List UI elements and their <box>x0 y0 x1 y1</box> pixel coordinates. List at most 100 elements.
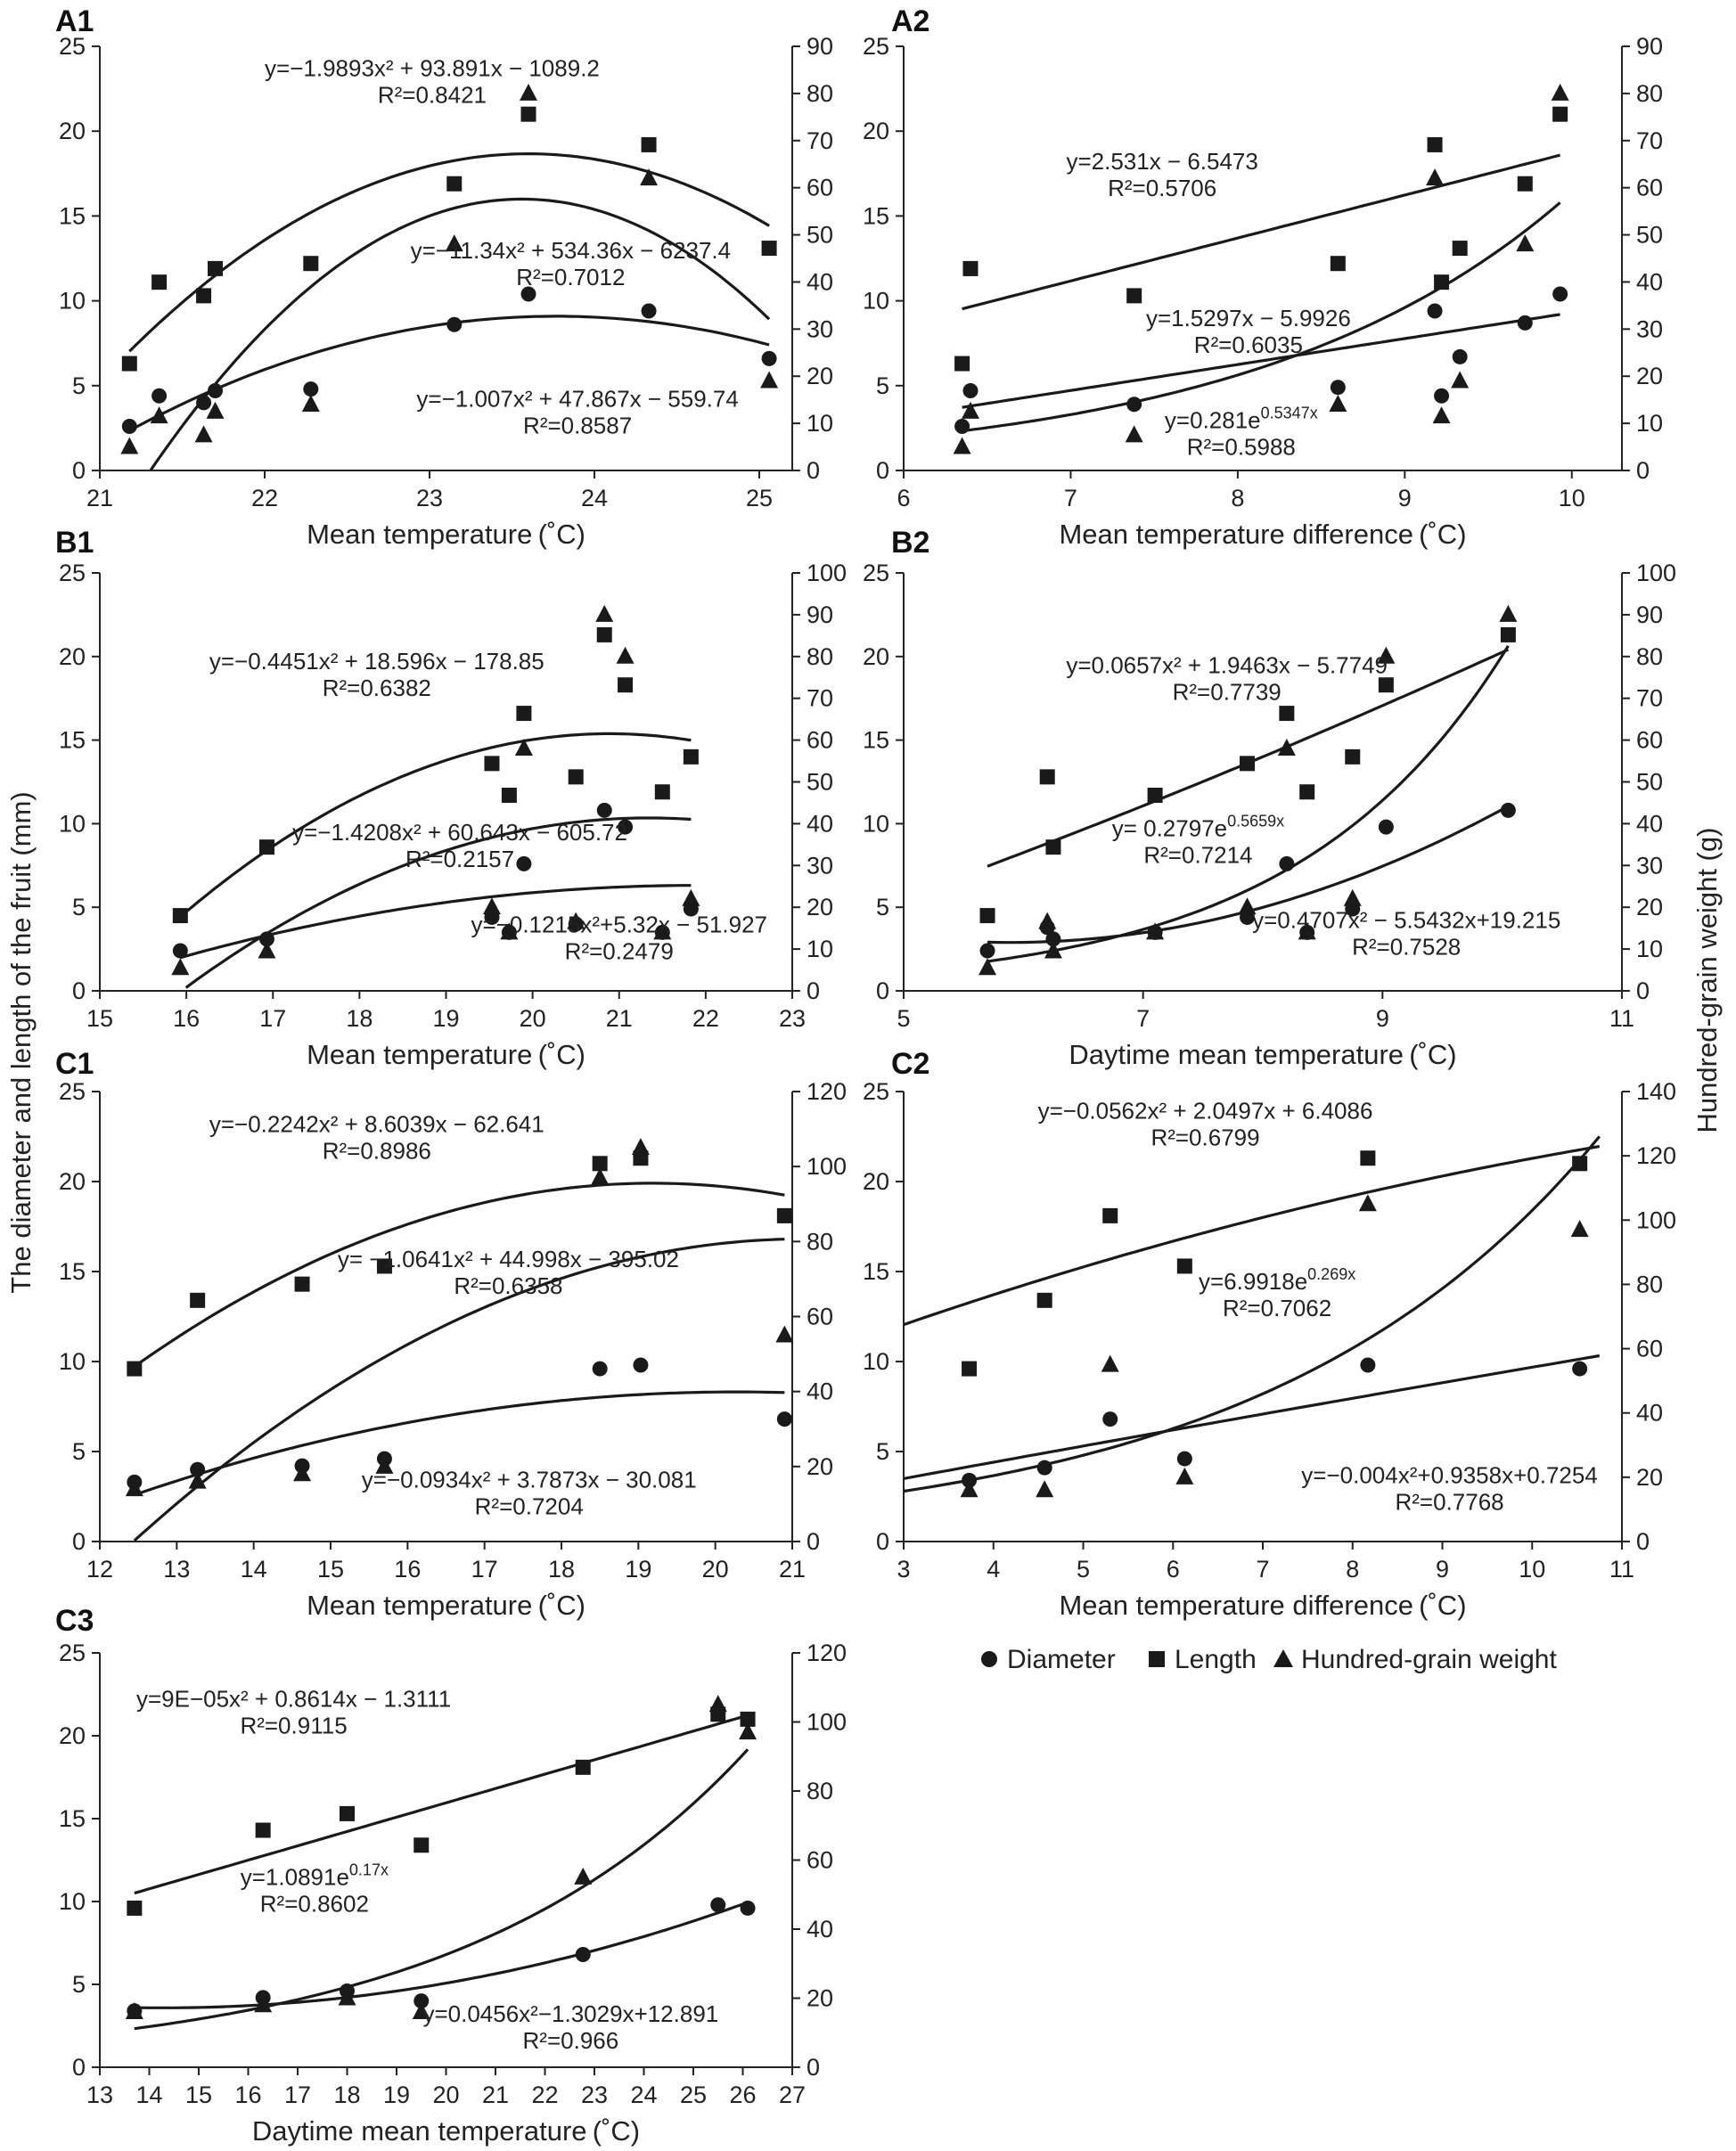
left-tick-label: 5 <box>876 1438 889 1465</box>
diameter-point <box>592 1361 608 1377</box>
diameter-point <box>1126 397 1142 413</box>
right-tick-label: 0 <box>807 457 820 484</box>
diameter-point <box>414 1993 430 2009</box>
right-tick-label: 50 <box>1636 222 1663 249</box>
diameter-point <box>190 1461 206 1477</box>
x-tick-label: 23 <box>779 1005 806 1032</box>
left-tick-label: 0 <box>876 457 889 484</box>
hundred-grain-weight-point <box>640 168 659 186</box>
length-point <box>1452 241 1468 257</box>
hundred-grain-weight-point <box>708 1695 727 1713</box>
right-tick-label: 80 <box>1636 643 1663 670</box>
x-axis-title: Mean temperature (˚C) <box>307 1590 585 1621</box>
x-tick-label: 6 <box>1167 1556 1180 1583</box>
left-tick-label: 20 <box>59 1722 86 1749</box>
length-point <box>962 260 979 276</box>
fit-curve-circle <box>134 1390 785 1497</box>
x-tick-label: 20 <box>702 1556 729 1583</box>
x-tick-label: 16 <box>173 1005 200 1032</box>
x-tick-label: 9 <box>1376 1005 1389 1032</box>
length-point <box>1240 756 1256 772</box>
right-tick-label: 0 <box>1636 977 1650 1004</box>
length-point <box>196 288 212 304</box>
hundred-grain-weight-point <box>514 738 533 756</box>
axes: 0 5 10 15 20 25 0 20 40 60 80 100 120 140 3 4 5 6 7 8 9 10 11 <box>863 1078 1676 1583</box>
x-tick-label: 9 <box>1436 1556 1449 1583</box>
hundred-grain-weight-point <box>1426 168 1445 186</box>
panel-c1: C1 0 5 10 15 20 25 0 20 40 60 80 100 120 12 13 14 15 16 17 1… <box>55 1047 847 1621</box>
hundred-grain-weight-point <box>1358 1194 1377 1212</box>
hundred-grain-weight-point <box>1175 1467 1194 1484</box>
panel-label: A1 <box>55 4 94 38</box>
diameter-point <box>151 388 168 404</box>
right-tick-label: 0 <box>807 977 820 1004</box>
panel-c2: C2 0 5 10 15 20 25 0 20 40 60 80 100 120 140 3 4 5 6 7 8 9 10 1… <box>863 1047 1676 1621</box>
hundred-grain-weight-point <box>574 1867 593 1885</box>
length-point <box>376 1258 392 1274</box>
diameter-point <box>575 1947 591 1963</box>
right-tick-label: 60 <box>807 1847 833 1874</box>
x-tick-label: 22 <box>251 485 278 511</box>
hundred-grain-weight-point <box>1551 83 1569 101</box>
length-point <box>740 1711 756 1727</box>
length-point <box>1360 1150 1376 1166</box>
right-tick-label: 0 <box>807 2054 820 2081</box>
length-point <box>294 1276 310 1292</box>
fit-r-squared: R²=0.7739 <box>1173 679 1282 706</box>
length-point <box>1045 839 1061 855</box>
fit-r-squared: R²=0.7214 <box>1143 841 1252 868</box>
hundred-grain-weight-point <box>1343 888 1362 906</box>
diameter-point <box>979 943 995 959</box>
right-tick-label: 50 <box>807 769 833 796</box>
left-tick-label: 5 <box>876 372 889 399</box>
length-point <box>121 356 137 372</box>
diameter-point <box>618 819 634 835</box>
right-tick-label: 30 <box>807 315 833 342</box>
right-tick-label: 70 <box>807 685 833 712</box>
diameter-point <box>761 350 777 366</box>
x-tick-label: 16 <box>234 2081 261 2108</box>
x-tick-label: 11 <box>1609 1556 1634 1583</box>
hundred-grain-weight-point <box>739 1722 757 1740</box>
fit-curve-circle <box>903 1354 1601 1480</box>
fit-equation: y=−1.4208x² + 60.643x − 605.72 <box>292 819 627 846</box>
right-tick-label: 10 <box>1636 936 1663 962</box>
x-tick-label: 13 <box>163 1556 190 1583</box>
length-point <box>1427 136 1443 152</box>
diameter-point <box>1036 1460 1052 1476</box>
diameter-point <box>1102 1411 1118 1427</box>
fit-r-squared: R²=0.7204 <box>475 1493 584 1519</box>
x-axis-title: Mean temperature (˚C) <box>307 519 585 550</box>
fit-r-squared: R²=0.7528 <box>1352 934 1461 961</box>
right-tick-label: 20 <box>807 363 833 389</box>
length-point <box>255 1822 271 1838</box>
hundred-grain-weight-point <box>293 1464 312 1482</box>
right-tick-label: 30 <box>1636 852 1663 879</box>
length-point <box>618 677 634 693</box>
hundred-grain-weight-point <box>171 958 190 976</box>
length-point <box>575 1759 591 1775</box>
diameter-point <box>1500 802 1516 818</box>
left-tick-label: 10 <box>59 1348 86 1375</box>
right-tick-label: 120 <box>807 1078 847 1105</box>
x-tick-label: 12 <box>86 1556 113 1583</box>
fit-r-squared: R²=0.6799 <box>1151 1124 1259 1150</box>
hundred-grain-weight-point <box>775 1325 794 1343</box>
diameter-point <box>1378 819 1394 835</box>
right-tick-label: 120 <box>1636 1142 1676 1169</box>
panel-c3: C3 0 5 10 15 20 25 0 20 40 60 80 100 120 13 14 15 16 17 18 1… <box>55 1604 847 2147</box>
hundred-grain-weight-point <box>760 371 779 388</box>
panel-label: B2 <box>891 526 929 560</box>
left-tick-label: 15 <box>863 727 889 754</box>
left-tick-label: 0 <box>72 1528 86 1555</box>
length-point <box>979 908 995 924</box>
diameter-point <box>1552 286 1568 302</box>
right-tick-label: 10 <box>1636 410 1663 437</box>
left-tick-label: 0 <box>72 2054 86 2081</box>
left-tick-label: 20 <box>863 643 889 670</box>
x-tick-label: 4 <box>987 1556 1000 1583</box>
length-point <box>776 1207 792 1223</box>
left-tick-label: 25 <box>863 560 889 586</box>
right-tick-label: 0 <box>807 1528 820 1555</box>
